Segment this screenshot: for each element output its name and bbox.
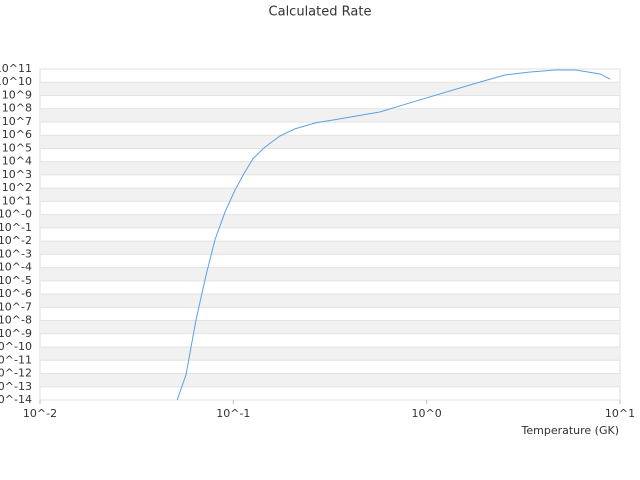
y-tick-label: 10^-3 (0, 247, 32, 260)
y-tick-label: 10^-0 (0, 208, 32, 221)
y-tick-label: 10^4 (2, 155, 32, 168)
y-tick-label: 10^11 (0, 62, 32, 75)
x-tick-label: 10^-1 (216, 407, 250, 420)
y-tick-label: 10^-5 (0, 274, 32, 287)
grid-band (40, 373, 620, 387)
y-tick-label: 10^10 (0, 75, 32, 88)
plot-area (39, 68, 621, 401)
y-tick-label: 10^-1 (0, 221, 32, 234)
data-line (176, 69, 611, 401)
y-tick-label: 10^9 (2, 88, 32, 101)
y-tick-label: 10^7 (2, 115, 32, 128)
grid-band (40, 320, 620, 334)
x-tick-label: 10^-2 (23, 407, 57, 420)
y-tick-label: 10^5 (2, 141, 32, 154)
grid-band (40, 108, 620, 122)
y-tick-label: 10^2 (2, 181, 32, 194)
grid-band (40, 267, 620, 281)
grid-band (40, 241, 620, 255)
y-tick-label: 10^-9 (0, 327, 32, 340)
y-tick-label: 10^-2 (0, 234, 32, 247)
y-tick-label: 10^-4 (0, 261, 32, 274)
x-axis-label: Temperature (GK) (521, 424, 620, 437)
y-tick-label: 10^-14 (0, 393, 32, 406)
grid-band (40, 135, 620, 149)
y-tick-label: 10^8 (2, 102, 32, 115)
y-tick-label: 10^-6 (0, 287, 32, 300)
grid-band (40, 347, 620, 361)
y-tick-label: 10^1 (2, 194, 32, 207)
y-tick-label: 10^-12 (0, 367, 32, 380)
y-tick-label: 10^-13 (0, 380, 32, 393)
x-tick-label: 10^1 (605, 407, 635, 420)
x-tick-label: 10^0 (412, 407, 442, 420)
y-tick-label: 10^-11 (0, 353, 32, 366)
grid-band (40, 82, 620, 96)
grid-band (40, 188, 620, 202)
y-tick-label: 10^3 (2, 168, 32, 181)
grid-band (40, 294, 620, 308)
chart-title: Calculated Rate (269, 5, 372, 20)
grid-band (40, 161, 620, 175)
y-tick-label: 10^-8 (0, 314, 32, 327)
plot-background (39, 68, 621, 401)
y-tick-label: 10^-10 (0, 340, 32, 353)
grid-band (40, 214, 620, 228)
y-tick-label: 10^6 (2, 128, 32, 141)
y-tick-label: 10^-7 (0, 300, 32, 313)
